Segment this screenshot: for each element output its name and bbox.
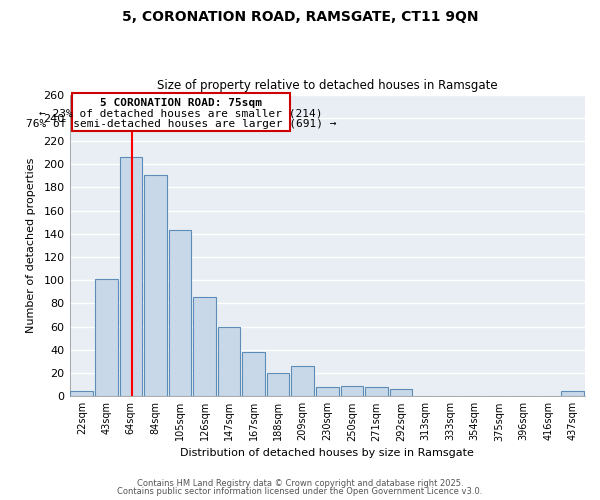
Y-axis label: Number of detached properties: Number of detached properties xyxy=(26,158,37,333)
Text: Contains HM Land Registry data © Crown copyright and database right 2025.: Contains HM Land Registry data © Crown c… xyxy=(137,478,463,488)
Bar xyxy=(389,390,412,396)
Bar xyxy=(169,230,191,396)
Bar xyxy=(242,352,265,397)
Text: 76% of semi-detached houses are larger (691) →: 76% of semi-detached houses are larger (… xyxy=(26,119,337,129)
Text: 5, CORONATION ROAD, RAMSGATE, CT11 9QN: 5, CORONATION ROAD, RAMSGATE, CT11 9QN xyxy=(122,10,478,24)
Bar xyxy=(193,296,216,396)
Bar xyxy=(292,366,314,396)
X-axis label: Distribution of detached houses by size in Ramsgate: Distribution of detached houses by size … xyxy=(181,448,474,458)
Title: Size of property relative to detached houses in Ramsgate: Size of property relative to detached ho… xyxy=(157,79,497,92)
Bar xyxy=(95,279,118,396)
Bar xyxy=(144,174,167,396)
Bar xyxy=(218,326,241,396)
Bar xyxy=(70,390,93,396)
Bar xyxy=(562,390,584,396)
Bar xyxy=(267,373,289,396)
Text: Contains public sector information licensed under the Open Government Licence v3: Contains public sector information licen… xyxy=(118,487,482,496)
Bar xyxy=(365,387,388,396)
Text: 5 CORONATION ROAD: 75sqm: 5 CORONATION ROAD: 75sqm xyxy=(100,98,262,108)
Bar xyxy=(119,157,142,396)
Bar xyxy=(316,387,338,396)
Text: ← 23% of detached houses are smaller (214): ← 23% of detached houses are smaller (21… xyxy=(40,108,323,118)
Bar xyxy=(341,386,363,396)
FancyBboxPatch shape xyxy=(72,94,290,130)
